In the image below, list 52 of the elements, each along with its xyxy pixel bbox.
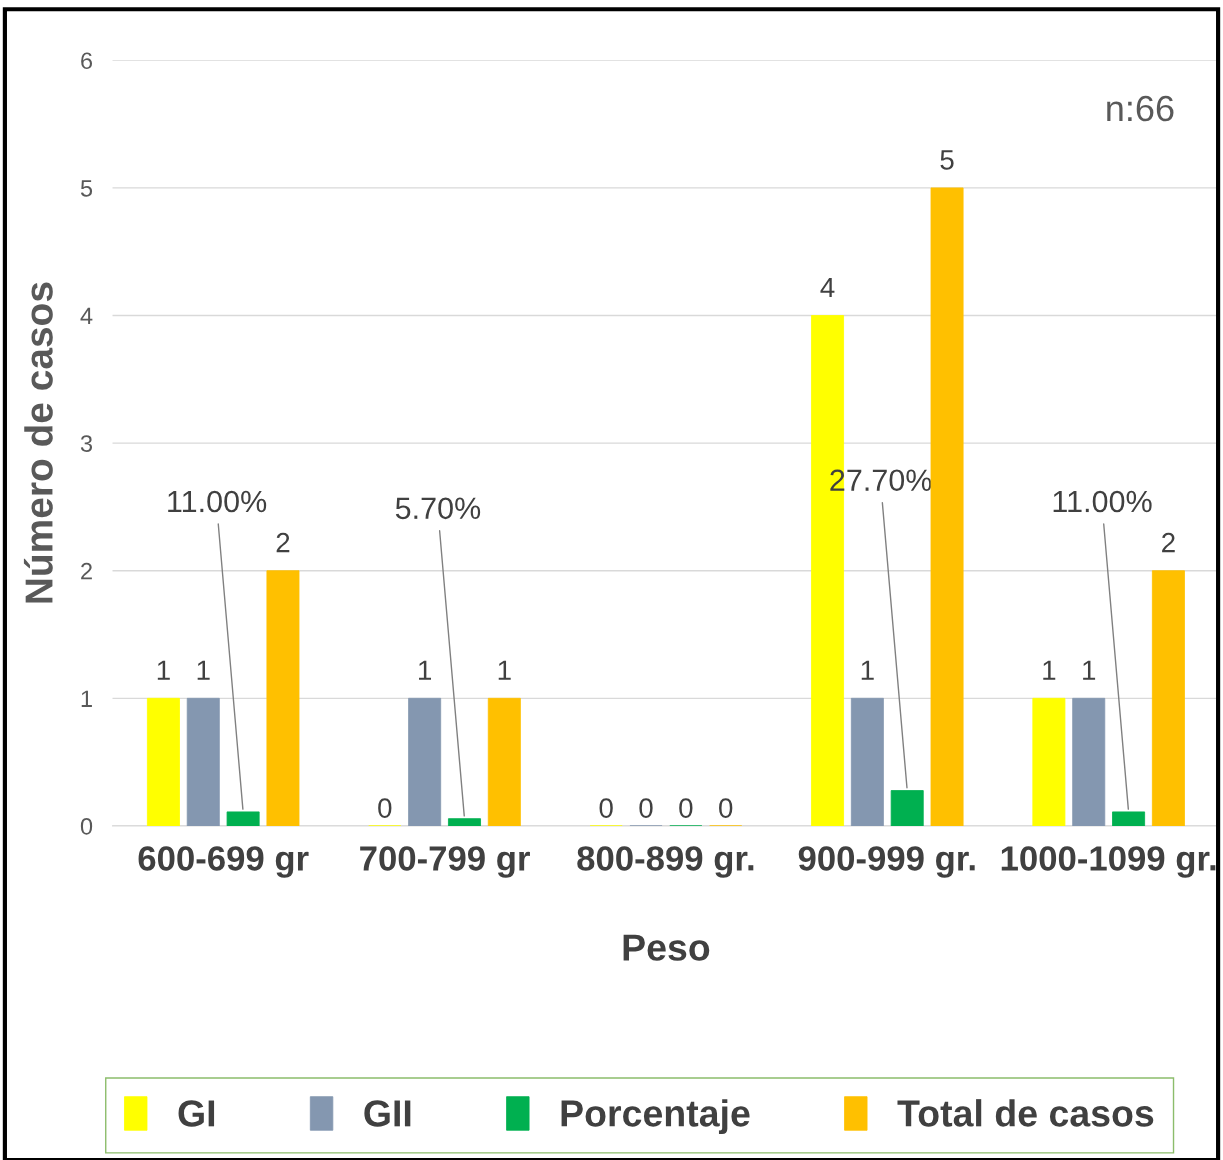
- x-tick-label: 1000-1099 gr.: [1001, 846, 1216, 878]
- data-label: 5.70%: [395, 497, 481, 520]
- legend-label: Porcentaje: [561, 1099, 750, 1135]
- data-label: 1: [1083, 660, 1096, 680]
- annotation: n:66: [1107, 95, 1174, 122]
- bar: [1072, 697, 1106, 826]
- legend-label: GI: [178, 1100, 215, 1127]
- bar: [226, 811, 260, 826]
- bar: [930, 187, 964, 826]
- bar: [448, 818, 481, 826]
- bar: [1112, 811, 1146, 826]
- y-axis-title: Número de casos: [23, 282, 53, 603]
- data-label: 2: [276, 532, 290, 553]
- bar: [146, 697, 180, 826]
- data-label: 11.00%: [1053, 490, 1152, 513]
- data-label: 0: [639, 798, 653, 818]
- y-tick-label: 4: [80, 307, 93, 325]
- y-tick-label: 2: [81, 562, 92, 580]
- data-label: 1: [197, 660, 210, 680]
- data-label: 1: [1043, 660, 1056, 680]
- data-label: 0: [719, 798, 733, 818]
- y-tick-label: 0: [80, 817, 93, 835]
- bar: [487, 697, 521, 826]
- bar: [408, 697, 442, 826]
- bar: [266, 570, 300, 826]
- x-axis-title: Peso: [623, 934, 710, 961]
- data-label: 4: [820, 277, 835, 297]
- bar: [1151, 570, 1185, 826]
- data-label: 1: [861, 660, 874, 680]
- x-tick-label: 600-699 gr: [138, 846, 309, 878]
- bar: [1032, 697, 1066, 826]
- legend-label: Total de casos: [897, 1099, 1154, 1127]
- data-label: 0: [599, 798, 613, 818]
- y-tick-label: 5: [80, 180, 93, 197]
- y-tick-label: 3: [80, 435, 93, 452]
- data-label: 0: [679, 798, 693, 818]
- x-tick-label: 700-799 gr: [360, 846, 530, 878]
- bar: [186, 697, 220, 826]
- data-label: 0: [378, 798, 392, 818]
- data-label: 2: [1162, 532, 1175, 553]
- data-label: 5: [940, 150, 954, 170]
- y-tick-label: 6: [81, 52, 93, 70]
- x-tick-label: 800-899 gr.: [577, 846, 754, 878]
- data-label: 1: [157, 660, 170, 680]
- data-label: 1: [498, 660, 511, 680]
- x-tick-label: 900-999 gr.: [798, 846, 975, 878]
- legend-label: GII: [364, 1100, 411, 1127]
- data-label: 1: [419, 660, 432, 680]
- bar: [890, 790, 924, 826]
- data-label: 11.00%: [168, 490, 267, 513]
- y-tick-label: 1: [81, 690, 92, 707]
- bar: [850, 697, 884, 826]
